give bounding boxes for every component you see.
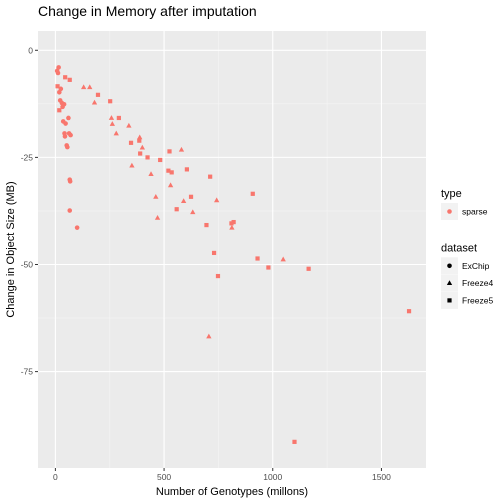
data-point-freeze4 <box>280 256 286 262</box>
chart-title: Change in Memory after imputation <box>38 3 257 19</box>
data-point-freeze4 <box>148 171 154 177</box>
data-point-freeze5 <box>169 170 174 175</box>
data-point-exchip <box>66 115 71 121</box>
data-point-freeze4 <box>137 134 143 140</box>
data-point-freeze4 <box>91 99 98 105</box>
data-point-freeze5 <box>188 194 194 199</box>
data-point-exchip <box>63 121 68 126</box>
data-point-freeze5 <box>229 221 234 226</box>
legend-title: type <box>441 188 462 200</box>
data-point-freeze5 <box>231 219 236 225</box>
data-point-freeze5 <box>204 222 209 228</box>
data-point-freeze4 <box>190 209 196 215</box>
data-point-freeze4 <box>129 162 135 168</box>
legend-label: Freeze4 <box>462 278 493 288</box>
data-point-freeze4 <box>154 214 161 220</box>
data-point-freeze5 <box>57 108 62 113</box>
data-point-freeze5 <box>55 84 60 89</box>
data-point-exchip <box>55 70 61 76</box>
data-point-freeze5 <box>306 266 311 271</box>
x-tick-label: 0 <box>53 472 58 482</box>
data-point-freeze4 <box>153 194 159 199</box>
data-point-freeze4 <box>80 84 87 90</box>
data-point-freeze5 <box>116 115 121 121</box>
data-point-exchip <box>57 89 62 95</box>
data-point-freeze5 <box>95 92 101 97</box>
legend-label: sparse <box>462 207 488 217</box>
data-points <box>54 65 412 444</box>
data-point-freeze5 <box>250 191 255 196</box>
data-point-freeze4 <box>206 333 212 339</box>
data-point-freeze5 <box>266 265 271 270</box>
data-point-exchip <box>68 132 73 138</box>
data-point-freeze4 <box>167 182 174 188</box>
x-axis-title: Number of Genotypes (millons) <box>156 486 308 498</box>
data-point-exchip <box>58 86 64 92</box>
data-point-freeze5 <box>184 167 189 172</box>
data-point-freeze5 <box>138 151 143 156</box>
data-point-exchip <box>74 225 80 230</box>
data-point-freeze5 <box>158 157 163 163</box>
data-point-freeze5 <box>67 77 72 82</box>
x-tick-label: 1500 <box>372 472 391 482</box>
legend-label: Freeze5 <box>462 295 493 305</box>
y-axis-title: Change in Object Size (MB) <box>5 181 17 317</box>
x-tick-label: 1000 <box>263 472 282 482</box>
legend-label: ExChip <box>462 261 490 271</box>
data-point-freeze5 <box>137 138 142 143</box>
data-point-freeze5 <box>63 75 68 80</box>
data-point-exchip <box>56 65 61 70</box>
data-point-exchip <box>62 134 68 139</box>
data-point-freeze4 <box>108 115 115 120</box>
y-tick-label: -75 <box>21 367 34 377</box>
data-point-freeze5 <box>406 309 412 314</box>
data-point-freeze5 <box>145 155 150 160</box>
legend-marker <box>447 263 452 269</box>
data-point-freeze4 <box>113 130 119 136</box>
axis-ticks: 0 500 1000 1500 0 -25 -50 -75 <box>21 45 391 482</box>
data-point-freeze4 <box>139 144 145 150</box>
data-point-exchip <box>65 144 70 150</box>
data-point-freeze5 <box>208 174 213 179</box>
data-point-freeze5 <box>108 99 113 104</box>
data-point-freeze4 <box>178 146 185 152</box>
grid-lines <box>38 31 426 468</box>
data-point-exchip <box>67 179 73 184</box>
data-point-freeze4 <box>87 84 93 90</box>
data-point-freeze5 <box>292 439 297 444</box>
data-point-freeze4 <box>214 197 220 203</box>
data-point-freeze5 <box>174 207 179 212</box>
data-point-exchip <box>67 208 73 213</box>
data-point-freeze4 <box>180 198 187 204</box>
data-point-freeze5 <box>255 256 260 261</box>
data-point-freeze5 <box>128 140 134 145</box>
legend-marker <box>446 280 453 286</box>
y-tick-label: -25 <box>21 152 34 162</box>
data-point-freeze4 <box>109 121 115 126</box>
data-point-freeze4 <box>229 224 235 230</box>
legend-title: dataset <box>441 242 477 254</box>
data-point-freeze4 <box>126 122 132 128</box>
y-tick-label: 0 <box>28 45 33 55</box>
data-point-freeze5 <box>167 149 172 154</box>
x-tick-label: 500 <box>157 472 171 482</box>
data-point-exchip <box>61 101 67 107</box>
y-tick-label: -50 <box>21 259 34 269</box>
legend-marker <box>447 298 452 303</box>
legend-marker <box>447 209 452 214</box>
data-point-freeze5 <box>166 168 171 173</box>
data-point-freeze5 <box>211 250 217 256</box>
data-point-freeze5 <box>215 273 221 279</box>
